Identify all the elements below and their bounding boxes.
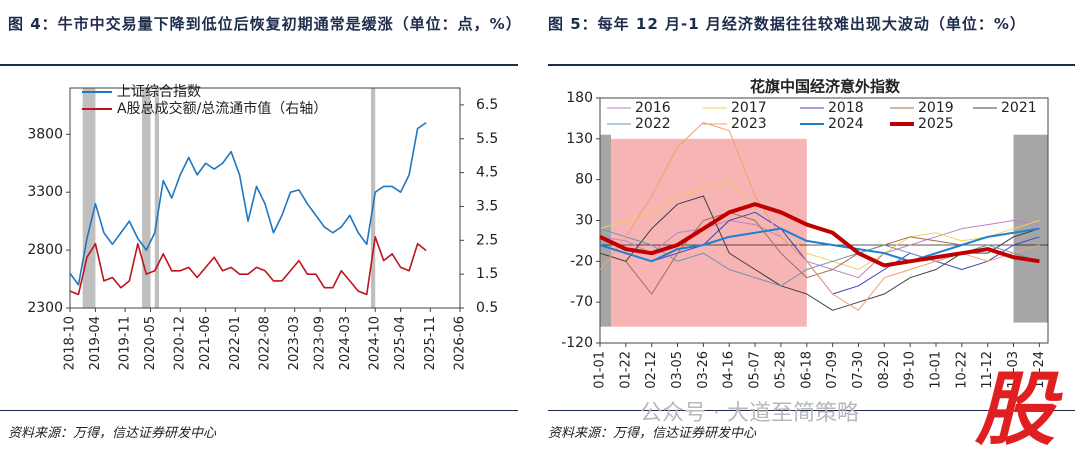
y-tick-label: 3300 — [27, 184, 63, 200]
rule — [0, 64, 518, 66]
x-tick-label: 10-01 — [929, 351, 944, 389]
legend-label: 2023 — [731, 116, 767, 132]
y2-tick-label: 0.5 — [476, 300, 498, 316]
x-tick-label: 03-26 — [696, 351, 711, 389]
x-tick-label: 2021-06 — [198, 316, 213, 370]
watermark-logo: 股 — [975, 363, 1055, 456]
legend-label: 2021 — [1001, 100, 1037, 116]
legend-label: 2025 — [918, 116, 954, 132]
figure-title: 图 4：牛市中交易量下降到低位后恢复初期通常是缓涨（单位：点，%） — [8, 15, 522, 33]
x-tick-label: 12-24 — [1032, 351, 1047, 389]
page: 图 4：牛市中交易量下降到低位后恢复初期通常是缓涨（单位：点，%） 图 5：每年… — [0, 15, 1075, 456]
y-tick-label: 80 — [575, 172, 593, 188]
legend-label: 2017 — [731, 100, 767, 116]
y2-tick-label: 5.5 — [476, 131, 498, 147]
x-tick-label: 2020-05 — [143, 316, 158, 370]
legend-label: 2024 — [828, 116, 864, 132]
plot-frame — [69, 87, 461, 309]
highlight-band — [142, 88, 151, 308]
legend-label: 2022 — [635, 116, 671, 132]
x-tick-label: 2022-08 — [258, 316, 273, 370]
series-line — [599, 227, 1040, 263]
y-tick-label: -20 — [570, 253, 593, 269]
chart-title: 花旗中国经济意外指数 — [750, 78, 901, 96]
legend-label: 上证综合指数 — [117, 84, 201, 100]
x-tick-label: 2023-09 — [313, 316, 328, 370]
x-tick-label: 08-20 — [877, 351, 892, 389]
x-tick-label: 2018-10 — [63, 316, 78, 370]
x-tick-label: 07-09 — [825, 351, 840, 389]
y-tick-label: 180 — [566, 90, 593, 106]
legend-label: 2016 — [635, 100, 671, 116]
series-line — [599, 179, 1040, 270]
x-tick-label: 05-07 — [748, 351, 763, 389]
x-tick-label: 12-03 — [1006, 351, 1021, 389]
x-tick-label: 01-22 — [618, 351, 633, 389]
x-tick-label: 2025-04 — [393, 316, 408, 370]
y2-tick-label: 2.5 — [476, 232, 498, 248]
y2-tick-label: 3.5 — [476, 198, 498, 214]
y-tick-label: 3800 — [27, 126, 63, 142]
y-tick-label: 2300 — [27, 300, 63, 316]
series-line — [599, 202, 1040, 268]
highlight-band — [611, 138, 807, 327]
x-tick-label: 2023-03 — [287, 316, 302, 370]
x-tick-label: 2019-11 — [118, 316, 133, 370]
x-tick-label: 04-16 — [722, 351, 737, 389]
x-tick-label: 07-30 — [851, 351, 866, 389]
highlight-band — [370, 88, 376, 308]
y-tick-label: -70 — [570, 294, 593, 310]
rule — [548, 410, 1075, 411]
y-tick-label: 2800 — [27, 242, 63, 258]
legend-label: 2018 — [828, 100, 864, 116]
y2-tick-label: 1.5 — [476, 266, 498, 282]
x-tick-label: 02-12 — [644, 351, 659, 389]
source: 资料来源：万得，信达证券研发中心 — [8, 426, 217, 441]
series-line — [599, 122, 1040, 311]
figure-title: 图 5：每年 12 月-1 月经济数据往往较难出现大波动（单位：%） — [548, 15, 1026, 33]
x-tick-label: 2020-12 — [173, 316, 188, 370]
x-tick-label: 05-28 — [773, 351, 788, 389]
x-tick-label: 11-12 — [980, 351, 995, 389]
rule — [548, 64, 1075, 66]
legend-label: 2019 — [918, 100, 954, 116]
x-tick-label: 2025-11 — [423, 316, 438, 370]
x-tick-label: 2019-04 — [88, 316, 103, 370]
x-tick-label: 06-18 — [799, 351, 814, 389]
legend-label: A股总成交额/总流通市值（右轴） — [117, 100, 327, 117]
x-tick-label: 2024-03 — [338, 316, 353, 370]
x-tick-label: 2022-01 — [228, 316, 243, 370]
y-tick-label: 130 — [566, 131, 593, 147]
series-line — [69, 236, 427, 296]
x-tick-label: 2026-06 — [453, 316, 468, 370]
x-tick-label: 03-05 — [670, 351, 685, 389]
series-line — [69, 122, 427, 286]
x-tick-label: 10-22 — [954, 351, 969, 389]
x-tick-label: 2024-10 — [368, 316, 383, 370]
highlight-band — [154, 88, 160, 308]
y-tick-label: 30 — [575, 213, 593, 229]
y2-tick-label: 4.5 — [476, 165, 498, 181]
source: 资料来源：万得，信达证券研发中心 — [548, 426, 757, 441]
x-tick-label: 01-01 — [593, 351, 608, 389]
chart: 2300 2800 3300 3800 0.5 1.5 2.5 3.5 4.5 5.5 6.5 201… — [27, 84, 498, 370]
y2-tick-label: 6.5 — [476, 97, 498, 113]
chart: 花旗中国经济意外指数 -120 -70 -20 30 80 130 180 01-01 01-2… — [561, 78, 1049, 389]
watermark: 公众号 · 大道至简策略 — [640, 401, 859, 426]
highlight-band — [1013, 134, 1048, 323]
y-tick-label: -120 — [561, 335, 593, 351]
x-tick-label: 09-10 — [903, 351, 918, 389]
rule — [0, 410, 518, 411]
highlight-band — [82, 88, 96, 308]
